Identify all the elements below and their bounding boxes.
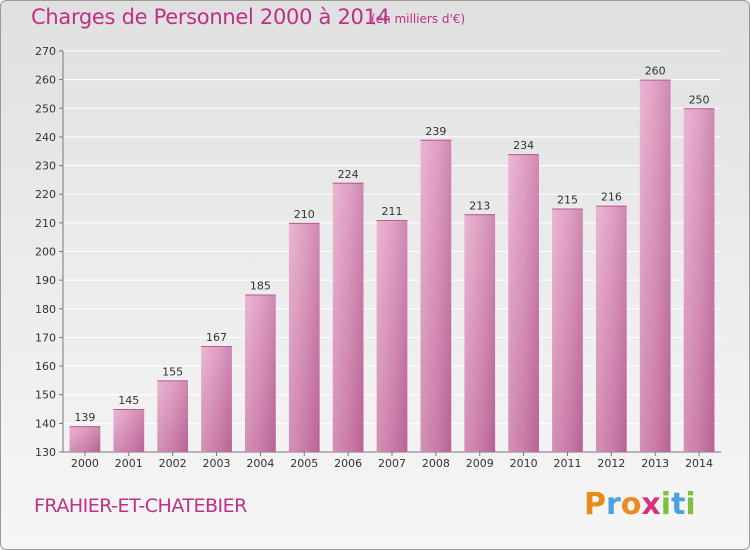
logo-letter: o [620, 487, 642, 522]
y-tick-label: 230 [35, 160, 56, 173]
data-label: 234 [513, 139, 534, 152]
bar-shade [420, 139, 452, 453]
bar-shade [464, 214, 496, 452]
x-tick-label: 2009 [466, 457, 494, 470]
y-tick-label: 200 [35, 246, 56, 259]
bar-shade [376, 219, 408, 452]
bar-shade [683, 108, 715, 453]
bar-shade [552, 208, 583, 452]
x-tick-label: 2000 [71, 457, 99, 470]
y-tick-label: 130 [35, 446, 56, 459]
chart-title: Charges de Personnel 2000 à 2014 [31, 5, 390, 29]
y-tick-label: 180 [35, 303, 56, 316]
data-label: 139 [74, 411, 95, 424]
bar-shade [595, 205, 627, 452]
y-tick-label: 260 [35, 74, 56, 87]
logo-letter: i [685, 487, 696, 522]
y-tick-label: 220 [35, 188, 56, 201]
bar-shade [639, 79, 671, 453]
bar-shade [288, 222, 320, 452]
x-tick-label: 2003 [203, 457, 231, 470]
bar-shade [508, 154, 539, 452]
logo-letter: r [606, 487, 621, 522]
data-label: 145 [118, 394, 139, 407]
x-tick-label: 2002 [159, 457, 187, 470]
x-tick-label: 2012 [597, 457, 625, 470]
data-label: 250 [689, 93, 710, 106]
y-tick-label: 190 [35, 274, 56, 287]
y-tick-label: 160 [35, 360, 56, 373]
commune-name: FRAHIER-ET-CHATEBIER [34, 495, 247, 517]
data-label: 185 [250, 279, 271, 292]
chart-subtitle: (en milliers d'€) [371, 12, 466, 26]
y-tick-label: 150 [35, 389, 56, 402]
data-label: 215 [557, 194, 578, 207]
data-label: 216 [601, 191, 622, 204]
data-label: 213 [469, 199, 490, 212]
bar-shade [332, 182, 364, 452]
y-tick-label: 140 [35, 417, 56, 430]
y-tick-label: 250 [35, 102, 56, 115]
bar-shade [201, 346, 232, 452]
x-tick-label: 2001 [115, 457, 143, 470]
data-label: 260 [645, 65, 666, 78]
x-tick-label: 2008 [422, 457, 450, 470]
y-tick-label: 210 [35, 217, 56, 230]
bar-shade [157, 380, 189, 452]
y-tick-label: 170 [35, 331, 56, 344]
x-tick-label: 2010 [510, 457, 538, 470]
y-tick-label: 240 [35, 131, 56, 144]
x-tick-label: 2013 [641, 457, 669, 470]
data-label: 155 [162, 365, 183, 378]
bar-shade [113, 409, 145, 452]
data-label: 211 [382, 205, 403, 218]
bars [69, 79, 715, 453]
data-labels: 139 145 155 167 185 210 224 211 239 213 234 215 216 2… [74, 65, 709, 425]
logo-letter: P [584, 487, 606, 522]
x-tick-label: 2006 [334, 457, 362, 470]
data-label: 167 [206, 331, 227, 344]
logo-letter: x [641, 487, 661, 522]
x-tick-label: 2007 [378, 457, 406, 470]
logo-letter: i [660, 487, 672, 522]
x-tick-label: 2014 [685, 457, 713, 470]
data-label: 239 [425, 125, 446, 138]
data-label: 224 [338, 168, 359, 181]
y-tick-label: 270 [35, 45, 56, 58]
x-tick-label: 2011 [553, 457, 581, 470]
x-tick-label: 2004 [246, 457, 274, 470]
x-tick-label: 2005 [290, 457, 318, 470]
bar-shade [69, 426, 101, 452]
bar-shade [245, 294, 276, 452]
logo-letter: t [671, 487, 686, 522]
data-label: 210 [294, 208, 315, 221]
proxiti-logo: Proxiti [584, 487, 696, 522]
